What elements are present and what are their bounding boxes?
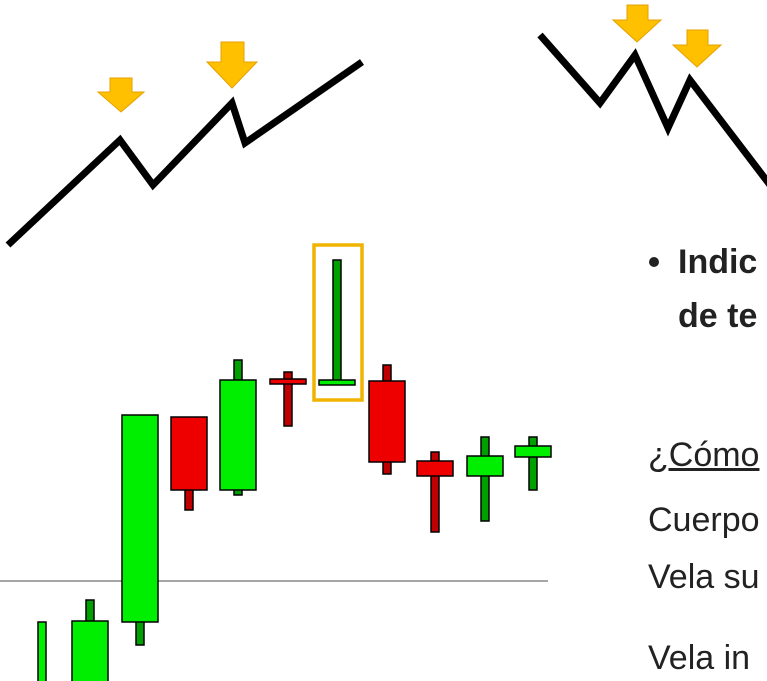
trend-line [5, 59, 364, 248]
candle [71, 620, 109, 681]
candle [121, 414, 159, 623]
trend-line [537, 32, 767, 187]
bullet-text: Indic [678, 243, 758, 281]
candle [219, 379, 257, 491]
body-line: Cuerpo [648, 501, 760, 539]
body-line: Vela in [648, 639, 751, 677]
arrow [671, 29, 723, 68]
candles [37, 259, 552, 681]
candle [514, 445, 552, 458]
wick [480, 436, 490, 522]
wick [430, 451, 440, 533]
candle [466, 455, 504, 477]
candle [318, 379, 356, 386]
wick [283, 371, 293, 427]
wick [528, 436, 538, 491]
arrow [205, 41, 259, 89]
highlight-box [312, 243, 364, 402]
candle [368, 380, 406, 463]
bullet [649, 257, 659, 267]
arrow [611, 4, 663, 43]
candle [269, 378, 307, 385]
wick [332, 259, 342, 385]
bullet-text: de te [678, 297, 758, 335]
candle [37, 621, 47, 681]
arrow [96, 77, 146, 113]
candle [170, 416, 208, 491]
heading: ¿Cómo [648, 436, 760, 474]
candle [416, 460, 454, 477]
body-line: Vela su [648, 558, 760, 596]
